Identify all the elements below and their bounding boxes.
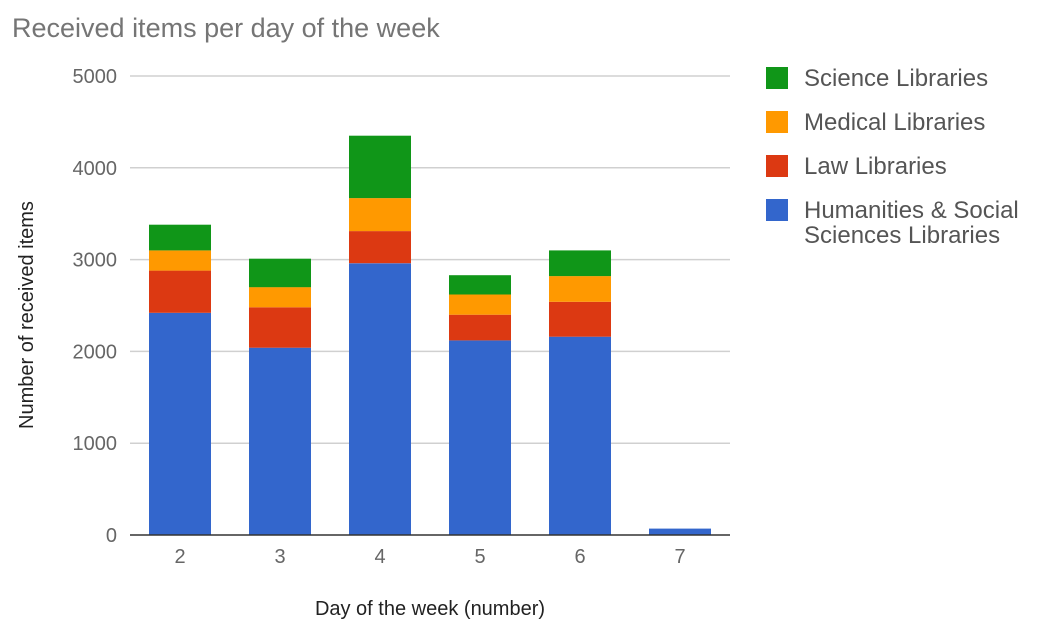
y-tick-label: 4000 [73,158,118,180]
bar-segment [249,347,311,535]
x-axis-label: Day of the week (number) [315,598,545,620]
x-tick-label: 2 [174,546,185,568]
legend-swatch [766,199,788,221]
y-tick-label: 0 [106,525,117,547]
legend-label: Law Libraries [804,153,947,180]
bar-segment [349,198,411,232]
bar-segment [349,135,411,199]
bar-segment [549,250,611,277]
legend-label: Science Libraries [804,65,988,92]
x-tick-label: 7 [674,546,685,568]
bar-segment [149,250,211,271]
legend-label: Sciences Libraries [804,222,1000,249]
bar-segment [549,301,611,337]
y-tick-label: 5000 [73,66,118,88]
bar-segment [449,294,511,315]
legend-label: Medical Libraries [804,109,985,136]
x-tick-label: 6 [574,546,585,568]
y-tick-label: 3000 [73,250,118,272]
bar-segment [249,258,311,288]
y-tick-label: 1000 [73,433,118,455]
legend-swatch [766,155,788,177]
bar-segment [349,263,411,535]
gridlines [130,75,730,444]
bar-segment [149,312,211,535]
bar-segment [649,528,711,535]
bar-segment [549,336,611,535]
legend-swatch [766,111,788,133]
y-axis-label: Number of received items [16,201,38,429]
bar-segment [449,275,511,295]
x-tick-label: 5 [474,546,485,568]
y-tick-labels: 0 1000 2000 3000 4000 5000 [73,66,118,547]
x-tick-label: 4 [374,546,385,568]
bar-segment [249,287,311,308]
legend-swatch [766,67,788,89]
bar-segment [449,314,511,341]
bar-segment [249,307,311,348]
chart-title: Received items per day of the week [12,13,440,43]
x-tick-labels: 2 3 4 5 6 7 [174,546,685,568]
legend-label: Humanities & Social [804,197,1019,224]
bar-segment [549,276,611,302]
y-tick-label: 2000 [73,341,118,363]
x-tick-label: 3 [274,546,285,568]
bar-segment [149,270,211,313]
bars [149,135,711,535]
bar-segment [449,340,511,535]
bar-segment [149,224,211,251]
bar-segment [349,231,411,264]
legend: Science Libraries Medical Libraries Law Li… [766,65,1019,249]
